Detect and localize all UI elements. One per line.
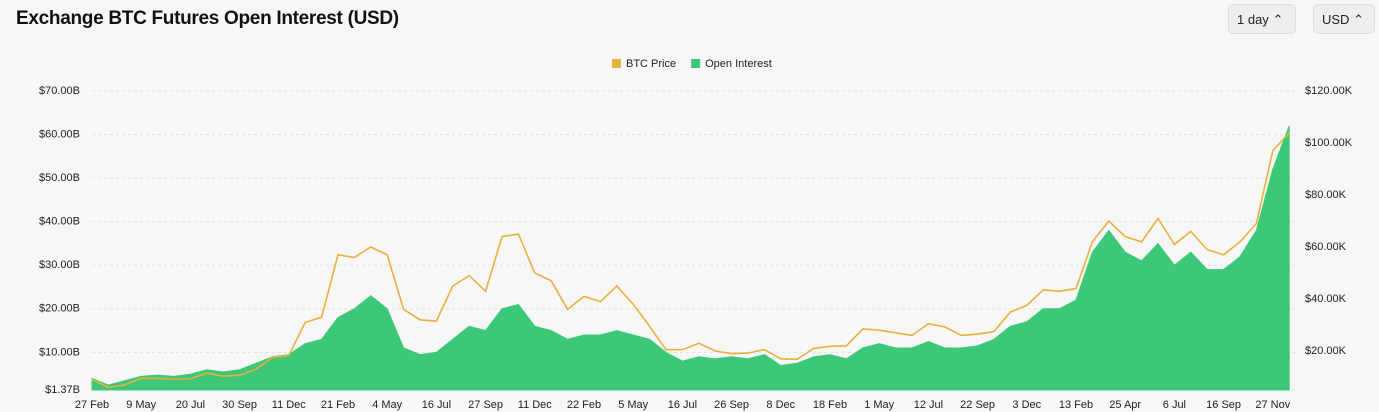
x-tick-label: 27 Sep (468, 399, 503, 411)
legend-label: Open Interest (705, 58, 772, 70)
x-tick-label: 6 Jul (1163, 399, 1186, 411)
legend-label: BTC Price (626, 58, 676, 70)
x-tick-label: 18 Feb (813, 399, 847, 411)
open-interest-area (91, 125, 1290, 391)
x-tick-label: 5 May (618, 399, 648, 411)
y-tick-label: $70.00B (39, 85, 80, 97)
y2-tick-label: $80.00K (1305, 189, 1347, 201)
currency-select[interactable]: USD ⌃ (1313, 4, 1375, 34)
x-tick-label: 27 Feb (75, 399, 109, 411)
y2-tick-label: $20.00K (1305, 345, 1347, 357)
chevron: ⌃ (1353, 12, 1364, 27)
x-tick-label: 22 Sep (960, 399, 995, 411)
interval-label: 1 day (1237, 12, 1269, 27)
x-tick-label: 9 May (126, 399, 156, 411)
legend-swatch (691, 59, 701, 68)
x-tick-label: 25 Apr (1109, 399, 1141, 411)
x-tick-label: 20 Jul (176, 399, 205, 411)
title: Exchange BTC Futures Open Interest (USD) (16, 8, 399, 29)
x-tick-label: 26 Sep (714, 399, 749, 411)
interval-select[interactable]: 1 day ⌃ (1228, 4, 1296, 34)
x-tick-label: 8 Dec (766, 399, 795, 411)
y-tick-label: $30.00B (39, 259, 80, 271)
y2-tick-label: $100.00K (1305, 137, 1353, 149)
x-tick-label: 13 Feb (1059, 399, 1093, 411)
currency-label: USD (1322, 12, 1350, 27)
y-tick-label: $20.00B (39, 303, 80, 315)
y2-tick-label: $120.00K (1305, 85, 1353, 97)
price-line (91, 132, 1290, 389)
y-tick-label: $40.00B (39, 216, 80, 228)
x-tick-label: 22 Feb (567, 399, 601, 411)
y2-tick-label: $40.00K (1305, 293, 1347, 305)
legend-swatch (612, 59, 621, 68)
x-tick-label: 16 Jul (668, 399, 697, 411)
chevron: ⌃ (1272, 12, 1284, 27)
x-tick-label: 11 Dec (272, 399, 307, 411)
x-tick-label: 27 Nov (1255, 399, 1290, 411)
x-tick-label: 16 Sep (1206, 399, 1241, 411)
y-tick-label: $50.00B (39, 172, 80, 184)
x-tick-label: 4 May (372, 399, 402, 411)
x-tick-label: 11 Dec (518, 399, 553, 411)
y-tick-label: $10.00B (39, 346, 80, 358)
x-tick-label: 1 May (864, 399, 894, 411)
y-tick-label: $1.37B (45, 384, 80, 396)
x-tick-label: 16 Jul (422, 399, 451, 411)
x-tick-label: 3 Dec (1012, 399, 1041, 411)
x-tick-label: 30 Sep (222, 399, 257, 411)
y2-tick-label: $60.00K (1305, 241, 1347, 253)
x-tick-label: 21 Feb (321, 399, 355, 411)
x-tick-label: 12 Jul (914, 399, 943, 411)
y-tick-label: $60.00B (39, 128, 80, 140)
